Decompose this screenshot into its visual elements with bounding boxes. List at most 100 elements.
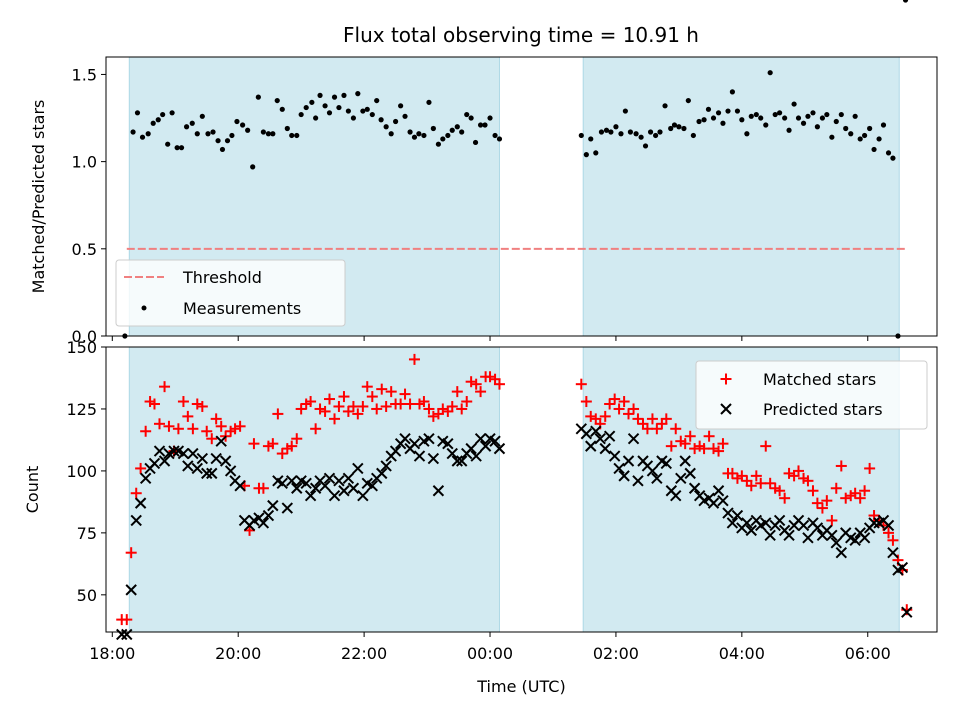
measurement-point [139, 134, 146, 140]
y-tick-label: 1.5 [72, 65, 97, 84]
predicted-star-marker [224, 465, 237, 477]
matched-legend-label: Matched stars [763, 370, 876, 389]
measurement-point [487, 115, 493, 121]
measurement-point [593, 150, 599, 156]
observing-window-band [582, 56, 900, 337]
predicted-star-marker [300, 477, 312, 490]
measurement-point [710, 115, 717, 121]
measurement-point [134, 110, 141, 116]
measurement-point [270, 131, 276, 137]
predicted-star-marker [741, 517, 753, 529]
bottom-y-axis-label: Count [23, 466, 42, 514]
measurement-point [690, 132, 696, 139]
measurement-point [890, 155, 896, 161]
predicted-star-marker [484, 432, 496, 445]
measurement-point [178, 145, 185, 151]
y-tick-label: 0.0 [72, 327, 97, 346]
measurement-point [449, 127, 455, 133]
predicted-star-marker [361, 477, 373, 490]
measurement-point [355, 91, 361, 97]
measurements-legend-swatch [141, 305, 147, 311]
top-y-axis-label: Matched/Predicted stars [29, 100, 48, 294]
x-axis: 18:00 20:00 22:00 00:00 02:00 04:00 06:00 [89, 632, 891, 663]
predicted-star-marker [474, 432, 487, 445]
measurement-point [250, 164, 256, 170]
measurement-point [234, 118, 240, 125]
measurement-point [618, 131, 624, 137]
measurement-point [336, 104, 342, 111]
measurement-point [492, 132, 498, 139]
measurement-point [199, 113, 205, 119]
measurement-point [763, 122, 769, 128]
measurement-point [753, 111, 759, 118]
measurement-point [578, 132, 584, 139]
measurement-point [622, 108, 628, 114]
measurement-point [374, 97, 380, 104]
predicted-star-marker [304, 489, 317, 502]
measurement-point [496, 136, 503, 142]
measurement-point [657, 129, 663, 135]
predicted-star-marker [442, 437, 454, 450]
measurement-point [369, 111, 375, 118]
measurement-point [309, 99, 315, 105]
measurement-point [445, 132, 451, 139]
measurement-point [725, 108, 731, 114]
measurement-point [748, 113, 754, 119]
threshold-legend-label: Threshold [182, 268, 262, 287]
predicted-star-marker [408, 437, 421, 450]
measurement-point [388, 131, 394, 137]
predicted-star-marker [399, 432, 411, 445]
measurement-point [608, 129, 614, 135]
predicted-star-marker [479, 440, 492, 452]
measurement-point [215, 138, 221, 144]
predicted-star-marker [585, 440, 597, 452]
predicted-star-marker [722, 507, 734, 519]
predicted-star-marker [470, 450, 482, 462]
measurements-legend-label: Measurements [183, 299, 301, 318]
measurement-point [902, 0, 909, 3]
measurement-point [829, 134, 835, 140]
predicted-star-marker [465, 442, 477, 455]
predicted-star-marker [172, 445, 185, 457]
predicted-star-marker [413, 450, 426, 462]
measurement-point [613, 124, 619, 130]
predicted-star-marker [423, 432, 435, 445]
predicted-star-marker [366, 480, 379, 492]
measurement-point [229, 132, 235, 139]
predicted-star-marker [215, 435, 227, 447]
predicted-star-marker [896, 561, 909, 574]
predicted-star-marker [286, 475, 298, 487]
measurement-point [383, 124, 389, 130]
measurement-point [819, 115, 826, 121]
measurement-point [426, 99, 432, 105]
predicted-star-marker [845, 532, 857, 544]
predicted-star-marker [599, 442, 611, 455]
predicted-star-marker [656, 455, 668, 467]
measurement-point [194, 131, 200, 137]
x-axis-label: Time (UTC) [476, 677, 565, 696]
predicted-star-marker [849, 534, 861, 547]
predicted-star-marker [352, 462, 364, 475]
measurement-point [685, 97, 691, 104]
predicted-star-marker [291, 482, 303, 494]
top-x-ticks [111, 336, 869, 341]
bottom-legend-box [695, 360, 928, 430]
measurement-point [810, 110, 816, 116]
predicted-star-marker [684, 467, 696, 480]
measurement-point [150, 120, 156, 126]
y-tick-label: 100 [66, 462, 97, 481]
measurement-point [169, 110, 175, 116]
y-tick-label: 1.0 [72, 153, 97, 172]
predicted-star-marker [357, 489, 369, 502]
top-legend: Threshold Measurements [115, 259, 346, 327]
measurement-point [454, 124, 460, 130]
measurement-point [876, 136, 882, 142]
measurement-point [189, 120, 195, 126]
measurement-point [205, 131, 211, 137]
x-tick-label: 22:00 [341, 644, 387, 663]
predicted-legend-marker [720, 403, 732, 415]
measurement-point [871, 146, 877, 153]
measurement-point [145, 131, 151, 137]
predicted-star-marker [493, 442, 506, 455]
